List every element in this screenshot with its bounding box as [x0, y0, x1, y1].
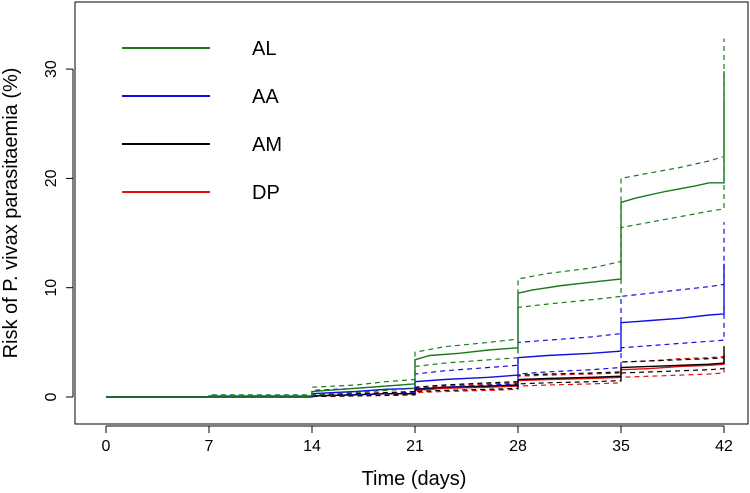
- x-tick-label: 0: [102, 438, 111, 455]
- y-tick-label: 20: [43, 169, 60, 187]
- legend: AL AA AM DP: [122, 38, 282, 204]
- y-tick-label: 10: [43, 279, 60, 297]
- x-tick-label: 21: [406, 438, 424, 455]
- legend-label-al: AL: [252, 38, 276, 60]
- y-axis: 0 10 20 30: [43, 60, 74, 401]
- plot-frame: [74, 1, 749, 425]
- legend-label-am: AM: [252, 134, 282, 156]
- ci-upper-al: [106, 38, 725, 398]
- legend-label-dp: DP: [252, 182, 280, 204]
- x-axis: 0 7 14 21 28 35 42: [102, 425, 733, 455]
- x-axis-title: Time (days): [362, 468, 467, 490]
- y-tick-label: 0: [43, 392, 60, 401]
- curves: [106, 38, 725, 398]
- ci-lower-am: [106, 359, 725, 398]
- legend-label-aa: AA: [252, 86, 279, 108]
- x-tick-label: 42: [715, 438, 733, 455]
- x-tick-label: 28: [509, 438, 527, 455]
- series-line-al: [106, 71, 725, 398]
- ci-lower-dp: [106, 365, 725, 398]
- x-tick-label: 35: [612, 438, 630, 455]
- x-tick-label: 7: [205, 438, 214, 455]
- y-axis-title: Risk of P. vivax parasitaemia (%): [0, 68, 22, 359]
- ci-lower-aa: [106, 300, 725, 398]
- x-tick-label: 14: [303, 438, 321, 455]
- y-tick-label: 30: [43, 60, 60, 78]
